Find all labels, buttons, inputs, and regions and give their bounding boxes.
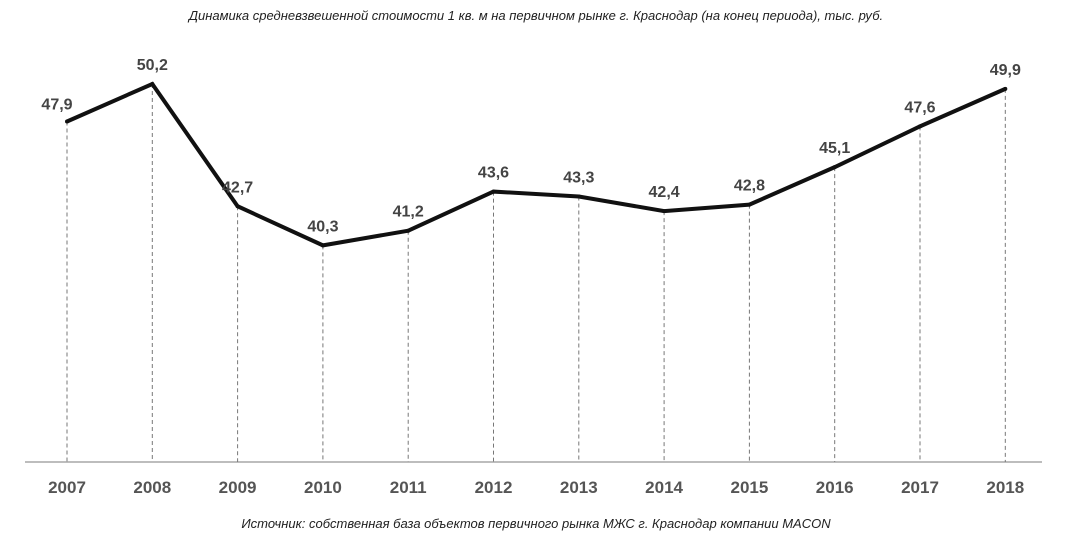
x-tick-label: 2011 bbox=[390, 478, 427, 497]
x-tick-label: 2013 bbox=[560, 478, 598, 497]
data-point bbox=[1003, 86, 1008, 91]
x-tick-labels: 2007 2008 2009 2010 2011 2012 2013 2014 2015 2016… bbox=[48, 478, 1024, 497]
x-tick-label: 2014 bbox=[645, 478, 683, 497]
chart-source-note: Источник: собственная база объектов перв… bbox=[241, 516, 831, 531]
x-tick-label: 2016 bbox=[816, 478, 854, 497]
data-label: 47,6 bbox=[904, 99, 935, 116]
data-label: 43,6 bbox=[478, 165, 509, 182]
data-point bbox=[747, 202, 752, 207]
data-label: 49,9 bbox=[990, 62, 1021, 79]
drop-lines bbox=[66, 84, 1006, 462]
data-point bbox=[918, 124, 922, 129]
data-label: 43,3 bbox=[563, 169, 594, 186]
data-label: 50,2 bbox=[137, 57, 168, 74]
data-point bbox=[320, 243, 325, 248]
data-point bbox=[491, 189, 496, 194]
x-tick-label: 2015 bbox=[730, 478, 768, 497]
data-point bbox=[576, 194, 581, 199]
data-label: 42,7 bbox=[222, 179, 253, 196]
data-label: 40,3 bbox=[307, 218, 338, 235]
data-point bbox=[150, 82, 155, 86]
data-label: 42,8 bbox=[734, 178, 765, 195]
x-tick-label: 2017 bbox=[901, 478, 939, 497]
data-label: 45,1 bbox=[819, 140, 850, 157]
series-line bbox=[66, 81, 1007, 248]
x-tick-label: 2018 bbox=[986, 478, 1024, 497]
data-point bbox=[65, 119, 69, 124]
data-label: 41,2 bbox=[393, 204, 424, 221]
data-labels: 47,9 50,2 42,7 40,3 41,2 43,6 43,3 42,4 42,8 45,1… bbox=[41, 57, 1021, 248]
chart-title: Динамика средневзвешенной стоимости 1 кв… bbox=[188, 8, 884, 23]
data-point bbox=[662, 209, 667, 214]
data-label: 42,4 bbox=[649, 184, 680, 201]
data-point bbox=[235, 204, 240, 209]
x-tick-label: 2007 bbox=[48, 478, 86, 497]
data-label: 47,9 bbox=[41, 96, 72, 113]
x-tick-label: 2009 bbox=[219, 478, 257, 497]
data-point bbox=[832, 165, 837, 170]
data-point bbox=[406, 228, 411, 233]
x-tick-label: 2010 bbox=[304, 478, 342, 497]
x-tick-label: 2012 bbox=[475, 478, 513, 497]
x-tick-label: 2008 bbox=[133, 478, 171, 497]
